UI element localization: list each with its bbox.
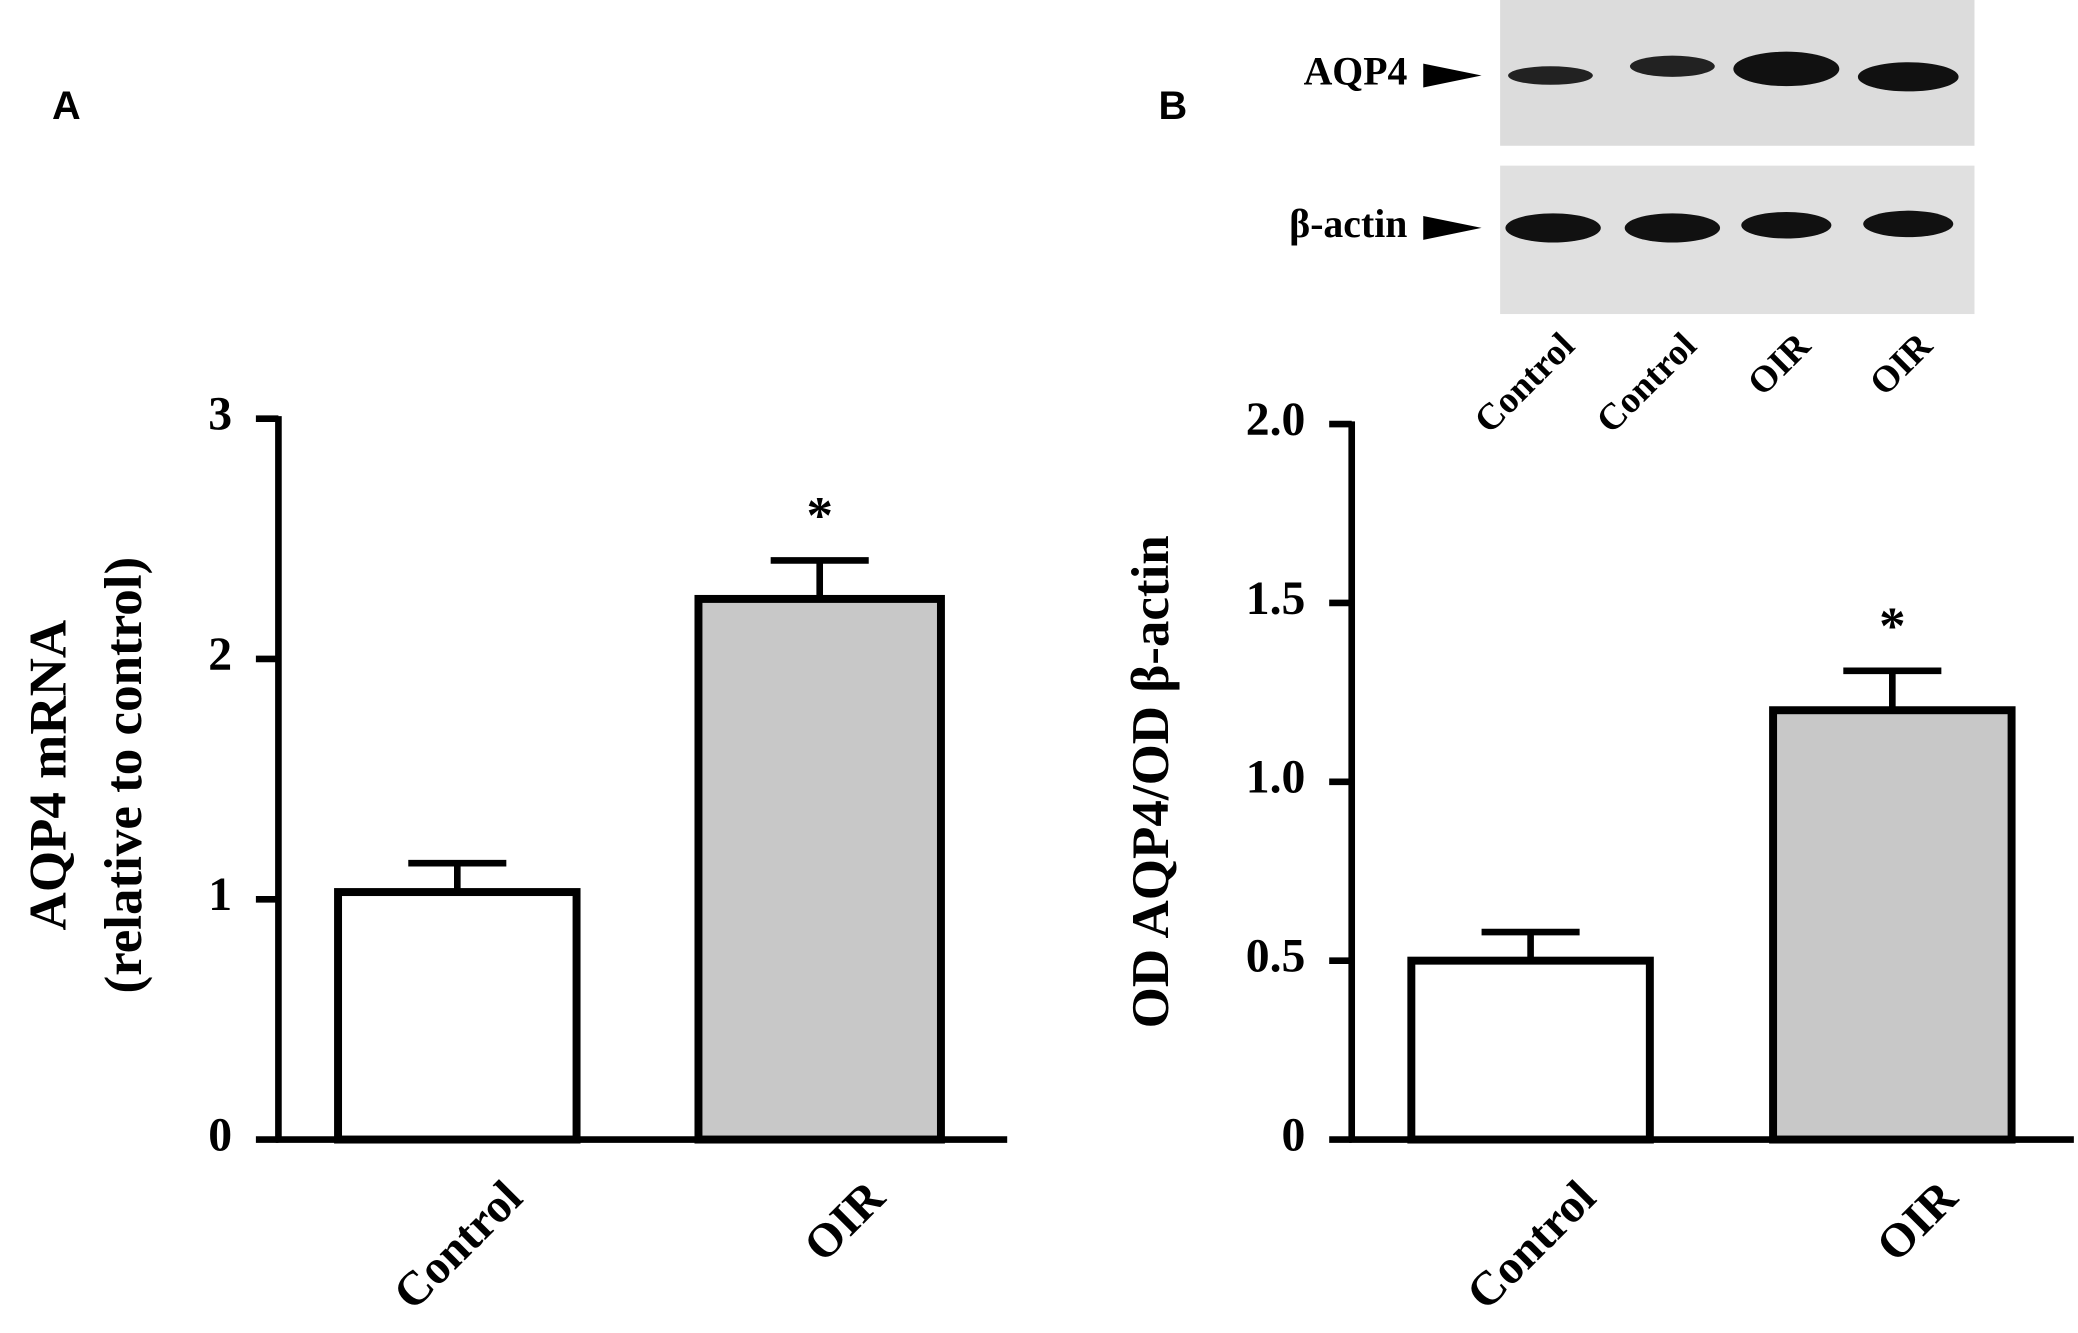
bar <box>334 888 581 1144</box>
bar <box>694 594 945 1144</box>
x-tick-label: Control <box>383 1171 532 1320</box>
y-tick-label: 2 <box>208 628 232 681</box>
y-tick-label: 0.5 <box>1246 930 1306 983</box>
lane-label: OIR <box>1740 324 1819 403</box>
x-tick-label: Control <box>1456 1171 1605 1320</box>
blot-band <box>1505 213 1601 243</box>
blot-band <box>1741 212 1832 239</box>
arrow <box>1423 63 1482 88</box>
y-tick-label: 1.5 <box>1246 572 1306 625</box>
arrow <box>1423 215 1482 240</box>
lane-label: Control <box>1589 325 1705 441</box>
panel-label: A <box>52 84 81 128</box>
y-tick-label: 0 <box>1281 1108 1305 1161</box>
blot-band <box>1508 66 1593 85</box>
significance-marker: * <box>1879 597 1906 655</box>
band-label: AQP4 <box>1304 50 1408 94</box>
blot-band <box>1863 210 1954 238</box>
western-blot <box>1423 0 1975 315</box>
y-axis-label: (relative to control) <box>95 557 153 994</box>
bar <box>1769 706 2016 1144</box>
blot-band <box>1629 55 1715 77</box>
blot-band <box>1857 62 1959 92</box>
blot-band <box>1624 213 1721 243</box>
lane-label: Control <box>1467 325 1583 441</box>
lane-label: OIR <box>1862 324 1941 403</box>
x-tick-label: OIR <box>794 1170 896 1272</box>
y-tick-label: 3 <box>208 388 232 441</box>
y-tick-label: 1.0 <box>1246 751 1306 804</box>
blot-band <box>1733 51 1840 87</box>
y-axis-label: OD AQP4/OD β-actin <box>1122 535 1180 1028</box>
panel-label: B <box>1158 84 1187 128</box>
band-label: β-actin <box>1289 202 1407 246</box>
y-axis-label: AQP4 mRNA <box>19 620 77 931</box>
bar <box>1407 956 1654 1144</box>
significance-marker: * <box>806 487 833 545</box>
y-tick-label: 2.0 <box>1246 393 1306 446</box>
y-tick-label: 0 <box>208 1108 232 1161</box>
y-tick-label: 1 <box>208 868 232 921</box>
x-tick-label: OIR <box>1866 1170 1968 1272</box>
